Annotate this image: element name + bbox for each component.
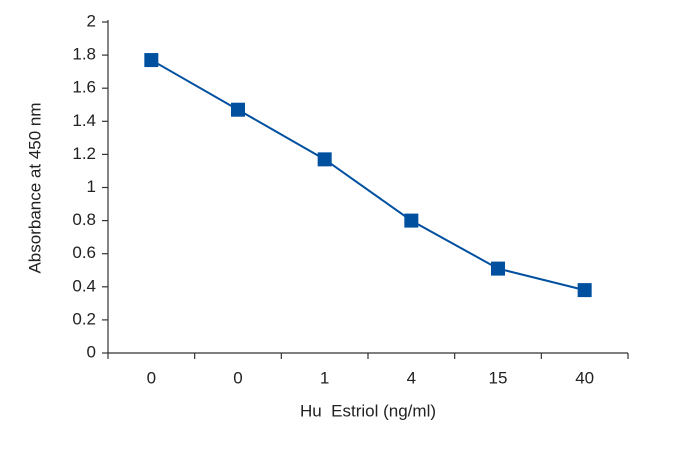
- y-axis-label: Absorbance at 450 nm: [25, 102, 44, 273]
- data-point: [491, 261, 505, 276]
- x-tick-label: 1: [320, 368, 329, 387]
- data-point: [144, 53, 159, 68]
- y-tick-label: 0: [87, 342, 96, 361]
- y-tick-label: 0.6: [72, 243, 96, 262]
- data-line: [150, 59, 585, 292]
- data-point: [317, 152, 332, 167]
- x-axis-label: Hu Estriol (ng/ml): [300, 401, 436, 420]
- x-tick-label: 15: [489, 368, 508, 387]
- y-tick-label: 1.2: [72, 144, 96, 163]
- x-tick-label: 0: [233, 368, 242, 387]
- y-tick-label: 1.6: [72, 78, 96, 97]
- x-tick-label: 0: [147, 368, 156, 387]
- x-tick-label: 40: [575, 368, 594, 387]
- y-tick-label: 0.2: [72, 309, 96, 328]
- y-tick-label: 1: [87, 177, 96, 196]
- y-tick-label: 0.4: [72, 276, 96, 295]
- y-tick-label: 1.8: [72, 45, 96, 64]
- data-point: [577, 283, 592, 298]
- data-point: [231, 102, 245, 117]
- x-tick-label: 4: [407, 368, 416, 387]
- y-tick-label: 0.8: [72, 210, 96, 229]
- y-tick-label: 1.4: [72, 111, 96, 130]
- y-tick-label: 2: [87, 11, 96, 30]
- data-point: [404, 213, 419, 228]
